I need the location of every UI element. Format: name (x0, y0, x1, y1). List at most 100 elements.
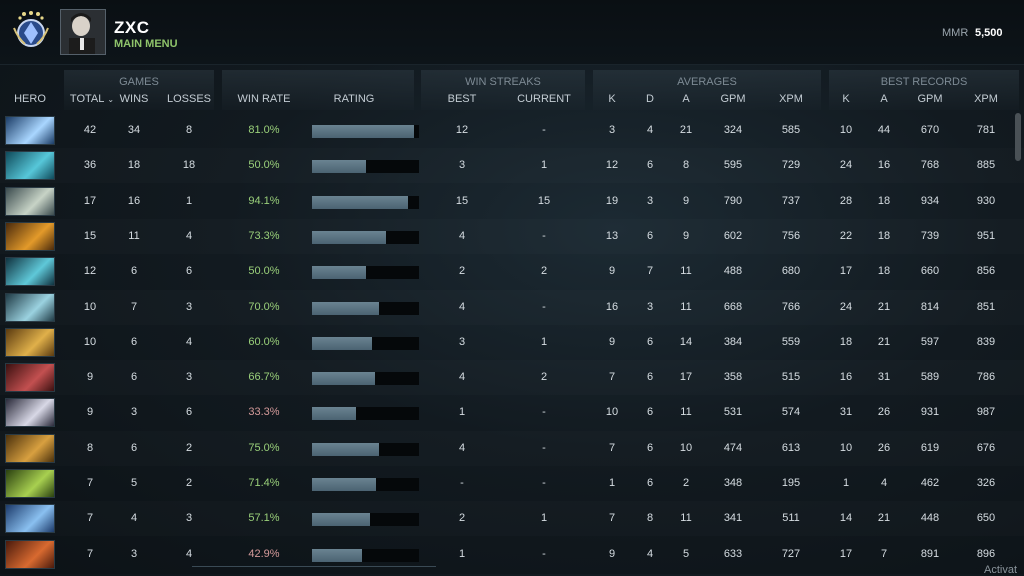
hero-portrait-icon[interactable] (5, 539, 55, 569)
cell-current: - (542, 406, 546, 419)
cell-win-rate: 50.0% (248, 265, 280, 278)
scrollbar-thumb[interactable] (1015, 113, 1021, 161)
rating-bar (312, 301, 419, 315)
col-current-streak[interactable]: CURRENT (517, 93, 571, 105)
cell-best: 4 (458, 371, 466, 384)
cell-current: 1 (540, 335, 548, 348)
table-row[interactable]: 12 6 6 50.0% 2 2 9 7 11 488 680 17 18 660 856 (0, 254, 1024, 289)
hero-portrait-icon[interactable] (5, 504, 55, 534)
table-row[interactable]: 10 6 4 60.0% 3 1 9 6 14 384 559 18 21 597 839 (0, 325, 1024, 360)
col-hero[interactable]: HERO (14, 93, 46, 105)
cell-ba: 31 (877, 371, 891, 384)
cell-win-rate: 33.3% (248, 406, 280, 419)
cell-k: 7 (608, 441, 616, 454)
cell-bk: 1 (842, 477, 850, 489)
table-row[interactable]: 8 6 2 75.0% 4 - 7 6 10 474 613 10 26 619 676 (0, 431, 1024, 466)
col-wins[interactable]: WINS (119, 93, 149, 105)
cell-ba: 18 (877, 229, 891, 242)
hero-portrait-icon[interactable] (5, 116, 55, 145)
cell-wins: 11 (128, 229, 140, 242)
cell-bxpm: 786 (976, 371, 996, 384)
games-group-header (64, 70, 214, 110)
cell-gpm: 341 (723, 512, 743, 525)
best-records-group-title: BEST RECORDS (880, 76, 968, 88)
cell-wins: 16 (127, 194, 141, 207)
cell-win-rate: 50.0% (248, 159, 280, 172)
rating-bar-fill (312, 301, 379, 315)
cell-k: 9 (608, 265, 616, 278)
cell-best: 15 (455, 194, 469, 207)
hero-portrait-icon[interactable] (5, 327, 55, 357)
table-row[interactable]: 7 5 2 71.4% - - 1 6 2 348 195 1 4 462 326 (0, 466, 1024, 501)
cell-total: 7 (86, 512, 94, 525)
cell-bk: 17 (839, 265, 853, 278)
col-avg-d[interactable]: D (646, 93, 654, 105)
cell-win-rate: 42.9% (248, 547, 280, 560)
col-avg-gpm[interactable]: GPM (720, 93, 746, 105)
table-row[interactable]: 7 3 4 42.9% 1 - 9 4 5 633 727 17 7 891 896 (0, 537, 1024, 572)
table-row[interactable]: 42 34 8 81.0% 12-3 4 21 324 585 10 44 670 781 (0, 113, 1024, 148)
col-win-rate[interactable]: WIN RATE (237, 93, 291, 105)
cell-a: 5 (682, 547, 690, 560)
cell-current: - (542, 124, 546, 136)
cell-a: 9 (682, 194, 690, 207)
rating-bar-fill (312, 372, 375, 386)
cell-a: 8 (682, 159, 690, 172)
cell-bgpm: 931 (920, 406, 940, 419)
col-avg-k[interactable]: K (608, 93, 616, 105)
cell-current: - (542, 441, 546, 454)
cell-total: 10 (83, 300, 97, 313)
table-row[interactable]: 9 6 3 66.7% 4 2 7 6 17 358 515 16 31 589 786 (0, 360, 1024, 395)
hero-portrait-icon[interactable] (5, 257, 55, 287)
cell-ba: 26 (877, 406, 891, 419)
cell-xpm: 515 (781, 371, 801, 384)
cell-a: 11 (680, 265, 692, 278)
cell-total: 10 (83, 335, 97, 348)
cell-a: 11 (680, 406, 692, 419)
table-row[interactable]: 17 16 1 94.1% 15 15 19 3 9 790 737 28 18 934 930 (0, 184, 1024, 219)
player-name[interactable]: ZXC (114, 18, 150, 37)
col-rating[interactable]: RATING (333, 93, 375, 105)
table-row[interactable]: 7 4 3 57.1% 2 1 7 8 11 341 511 14 21 448 650 (0, 501, 1024, 536)
main-menu-link[interactable]: MAIN MENU (114, 38, 178, 50)
mmr-label: MMR (942, 27, 969, 39)
table-row[interactable]: 36 18 18 50.0% 3 1 12 6 8 595 729 24 16 768 885 (0, 148, 1024, 183)
cell-best: 3 (458, 335, 466, 348)
cell-bxpm: 851 (976, 300, 996, 313)
hero-portrait-icon[interactable] (5, 292, 55, 322)
col-total[interactable]: TOTAL ⌄ (66, 93, 118, 105)
hero-portrait-icon[interactable] (5, 186, 55, 216)
col-avg-xpm[interactable]: XPM (779, 93, 803, 105)
table-row[interactable]: 15 11 4 73.3% 4 - 13 6 9 602 756 22 18 739 951 (0, 219, 1024, 254)
hero-portrait-icon[interactable] (5, 398, 55, 428)
col-total-label: TOTAL (69, 93, 105, 105)
avatar[interactable] (60, 9, 106, 55)
col-losses[interactable]: LOSSES (166, 93, 212, 105)
cell-d: 6 (646, 159, 654, 172)
cell-win-rate: 73.3% (248, 229, 280, 242)
hero-portrait-icon[interactable] (5, 433, 55, 463)
hero-portrait-icon[interactable] (5, 469, 55, 498)
cell-best: - (460, 477, 464, 489)
col-best-streak[interactable]: BEST (447, 93, 477, 105)
hero-portrait-icon[interactable] (5, 363, 55, 393)
cell-losses: 6 (185, 265, 193, 278)
cell-win-rate: 81.0% (248, 124, 280, 136)
cell-wins: 5 (130, 477, 138, 489)
cell-best: 1 (458, 547, 466, 560)
col-avg-a[interactable]: A (682, 93, 690, 105)
cell-k: 10 (605, 406, 619, 419)
cell-total: 7 (86, 547, 94, 560)
col-best-gpm[interactable]: GPM (917, 93, 943, 105)
col-best-k[interactable]: K (842, 93, 850, 105)
col-best-xpm[interactable]: XPM (974, 93, 998, 105)
col-best-a[interactable]: A (880, 93, 888, 105)
hero-portrait-icon[interactable] (5, 151, 55, 181)
cell-bk: 22 (839, 229, 853, 242)
cell-k: 13 (605, 229, 619, 242)
table-row[interactable]: 10 7 3 70.0% 4 - 16 3 11 668 766 24 21 814 851 (0, 290, 1024, 325)
hero-portrait-icon[interactable] (5, 221, 55, 251)
divider (192, 566, 436, 567)
table-row[interactable]: 9 3 6 33.3% 1 - 10 6 11 531 574 31 26 931 987 (0, 395, 1024, 430)
cell-ba: 7 (880, 547, 888, 560)
